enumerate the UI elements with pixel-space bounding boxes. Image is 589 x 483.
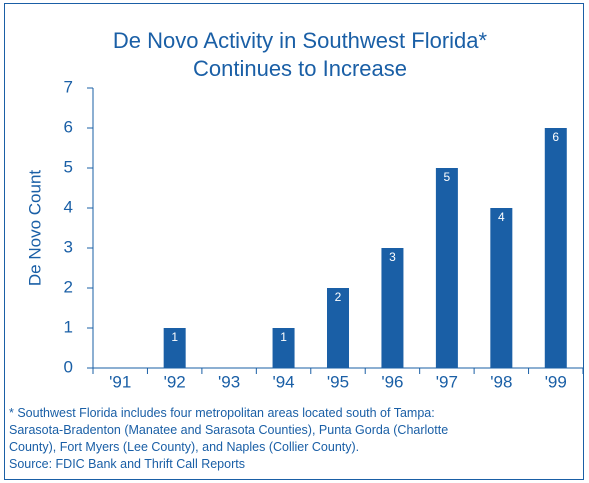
y-tick-label: 2 xyxy=(64,277,73,296)
y-tick-label: 1 xyxy=(64,317,73,336)
bar xyxy=(327,288,349,368)
bar xyxy=(544,128,567,368)
x-tick-label: '97 xyxy=(436,372,458,391)
value-label: 4 xyxy=(498,210,505,224)
bar xyxy=(381,248,404,368)
footnote: * Southwest Florida includes four metrop… xyxy=(9,406,435,420)
value-label: 1 xyxy=(171,330,178,344)
y-tick-label: 7 xyxy=(64,77,73,96)
chart-title: Continues to Increase xyxy=(193,56,407,81)
value-label: 1 xyxy=(280,330,287,344)
footnote: Source: FDIC Bank and Thrift Call Report… xyxy=(9,457,245,471)
y-tick-label: 0 xyxy=(64,357,73,376)
value-label: 5 xyxy=(444,170,451,184)
value-label: 6 xyxy=(552,130,559,144)
y-tick-label: 5 xyxy=(64,157,73,176)
x-tick-label: '92 xyxy=(164,372,186,391)
footnote: County), Fort Myers (Lee County), and Na… xyxy=(9,440,359,454)
value-label: 2 xyxy=(335,290,342,304)
y-tick-label: 6 xyxy=(64,117,73,136)
footnote: Sarasota-Bradenton (Manatee and Sarasota… xyxy=(9,423,448,437)
x-tick-label: '93 xyxy=(218,372,240,391)
bar xyxy=(490,208,513,368)
chart-title: De Novo Activity in Southwest Florida* xyxy=(113,28,488,53)
y-tick-label: 3 xyxy=(64,237,73,256)
bar xyxy=(163,328,186,368)
value-label: 3 xyxy=(389,250,396,264)
y-tick-label: 4 xyxy=(64,197,73,216)
x-tick-label: '95 xyxy=(327,372,349,391)
frame xyxy=(4,3,584,480)
x-tick-label: '98 xyxy=(490,372,512,391)
bar xyxy=(435,168,458,368)
y-axis-label: De Novo Count xyxy=(25,170,44,287)
x-tick-label: '94 xyxy=(272,372,294,391)
x-tick-label: '96 xyxy=(381,372,403,391)
x-tick-label: '91 xyxy=(109,372,131,391)
x-tick-label: '99 xyxy=(545,372,567,391)
bar xyxy=(272,328,295,368)
